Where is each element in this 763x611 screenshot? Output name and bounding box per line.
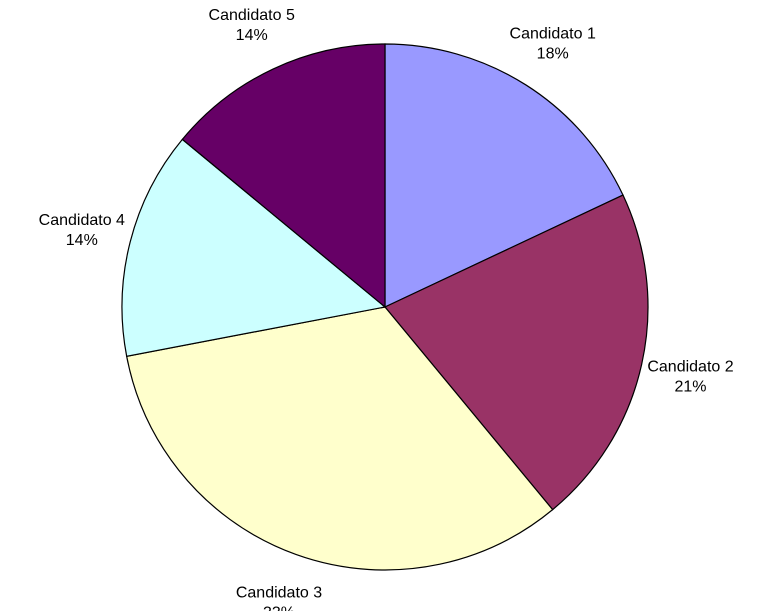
slice-category-label: Candidato 5 — [209, 7, 295, 24]
pie-slice-1 — [384, 43, 624, 308]
slice-percent-label: 14% — [236, 27, 268, 44]
slice-category-label: Candidato 4 — [39, 212, 125, 229]
slice-category-label: Candidato 1 — [510, 26, 596, 43]
slice-label-2: Candidato 2 21% — [647, 358, 733, 395]
pie-slice-2 — [384, 194, 649, 511]
slice-category-label: Candidato 2 — [647, 358, 733, 375]
slice-label-4: Candidato 4 14% — [39, 212, 125, 249]
slice-percent-label: 33% — [263, 605, 295, 611]
pie-slice-5 — [181, 43, 386, 309]
pie-labels: Candidato 1 18% Candidato 2 21% Candidato 3 3… — [39, 7, 734, 611]
slice-percent-label: 18% — [537, 46, 569, 63]
slice-label-3: Candidato 3 33% — [236, 585, 322, 611]
pie-slices — [121, 43, 649, 571]
slice-percent-label: 21% — [674, 378, 706, 395]
slice-label-1: Candidato 1 18% — [510, 26, 596, 63]
slice-label-5: Candidato 5 14% — [209, 7, 295, 44]
pie-slice-3 — [125, 306, 554, 571]
slice-percent-label: 14% — [66, 232, 98, 249]
slice-category-label: Candidato 3 — [236, 585, 322, 602]
pie-slice-4 — [121, 138, 387, 357]
